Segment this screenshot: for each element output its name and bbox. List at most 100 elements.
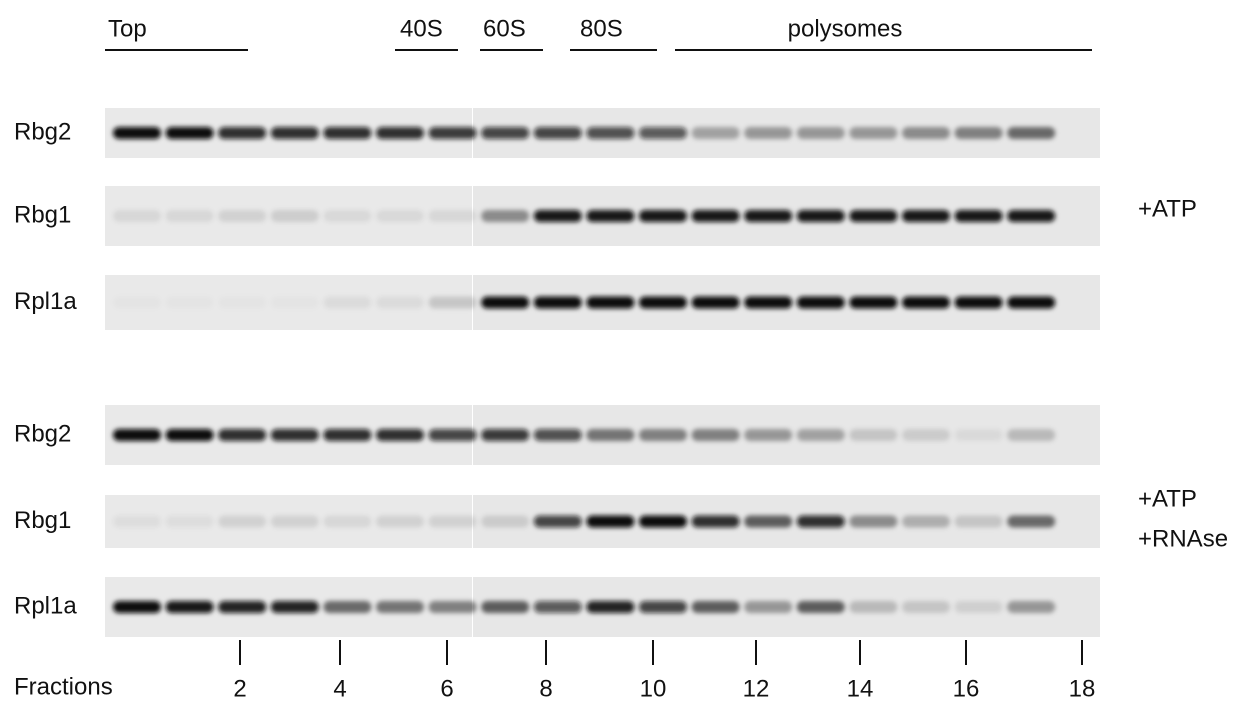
fractions-label: Fractions	[14, 673, 113, 700]
fraction-number: 8	[539, 675, 552, 701]
band	[744, 515, 793, 528]
band	[796, 429, 845, 441]
band	[902, 601, 950, 613]
band	[954, 127, 1003, 139]
band	[323, 515, 372, 528]
band	[796, 210, 845, 222]
fraction-group-label: 80S	[580, 15, 623, 42]
band	[796, 127, 845, 139]
band	[165, 127, 214, 139]
band	[218, 210, 267, 222]
row-label: Rbg1	[14, 201, 71, 228]
band	[586, 210, 635, 222]
band	[218, 601, 267, 613]
band	[691, 296, 740, 309]
fraction-number: 12	[743, 675, 770, 701]
band	[323, 429, 372, 441]
band	[533, 127, 582, 139]
band	[639, 429, 687, 441]
band	[376, 515, 424, 528]
fraction-number: 4	[333, 675, 346, 701]
fraction-number: 10	[640, 675, 667, 701]
row-label: Rpl1a	[14, 288, 77, 315]
band	[849, 429, 898, 441]
band	[376, 429, 424, 441]
band	[796, 296, 845, 309]
band	[902, 210, 950, 222]
band	[218, 515, 267, 528]
fraction-number: 16	[953, 675, 980, 701]
band	[639, 210, 687, 222]
band	[1007, 210, 1056, 222]
band	[533, 515, 582, 528]
band	[691, 210, 740, 222]
fraction-group-label: 40S	[400, 15, 443, 42]
band	[165, 515, 214, 528]
band	[1007, 601, 1056, 613]
band	[428, 429, 477, 441]
band	[218, 429, 267, 441]
band	[113, 297, 161, 309]
band	[744, 210, 793, 222]
band	[1007, 296, 1056, 309]
band	[218, 297, 266, 309]
band	[376, 601, 424, 613]
condition-label: +ATP	[1138, 485, 1197, 512]
band	[849, 515, 898, 528]
fraction-number: 14	[847, 675, 874, 701]
band	[954, 601, 1003, 613]
band	[586, 601, 635, 613]
band	[113, 127, 161, 139]
band	[323, 127, 372, 139]
band	[113, 515, 161, 528]
band	[533, 210, 582, 222]
band	[113, 429, 161, 441]
band	[323, 210, 372, 222]
band	[113, 210, 161, 222]
band	[481, 515, 530, 528]
band	[1007, 127, 1056, 139]
band	[744, 296, 793, 309]
fraction-group-label: polysomes	[788, 15, 903, 42]
band	[954, 429, 1003, 441]
band	[323, 296, 372, 309]
band	[586, 515, 635, 528]
band	[902, 127, 950, 139]
band	[639, 515, 687, 528]
band	[376, 210, 424, 222]
fraction-number: 2	[233, 675, 246, 701]
band	[691, 515, 740, 528]
band	[270, 601, 319, 613]
band	[639, 296, 687, 309]
band	[481, 601, 530, 613]
band	[1007, 515, 1056, 528]
band	[113, 601, 161, 613]
band	[481, 429, 530, 441]
band	[849, 127, 898, 139]
fraction-group-label: 60S	[483, 15, 526, 42]
band	[428, 296, 477, 309]
fraction-number: 18	[1069, 675, 1096, 701]
band	[691, 429, 740, 441]
band	[271, 297, 319, 309]
band	[323, 601, 372, 613]
band	[270, 210, 319, 222]
band	[481, 210, 530, 222]
band	[639, 127, 687, 139]
condition-label: +ATP	[1138, 195, 1197, 222]
condition-label: +RNAse	[1138, 525, 1228, 552]
band	[218, 127, 267, 139]
band	[586, 127, 635, 139]
band	[428, 601, 477, 613]
band	[270, 429, 319, 441]
band	[481, 127, 530, 139]
band	[270, 127, 319, 139]
row-label: Rbg1	[14, 507, 71, 534]
band	[902, 515, 950, 528]
band	[849, 601, 898, 613]
band	[639, 601, 687, 613]
row-label: Rpl1a	[14, 592, 77, 619]
band	[533, 429, 582, 441]
band	[954, 210, 1003, 222]
band	[902, 429, 950, 441]
